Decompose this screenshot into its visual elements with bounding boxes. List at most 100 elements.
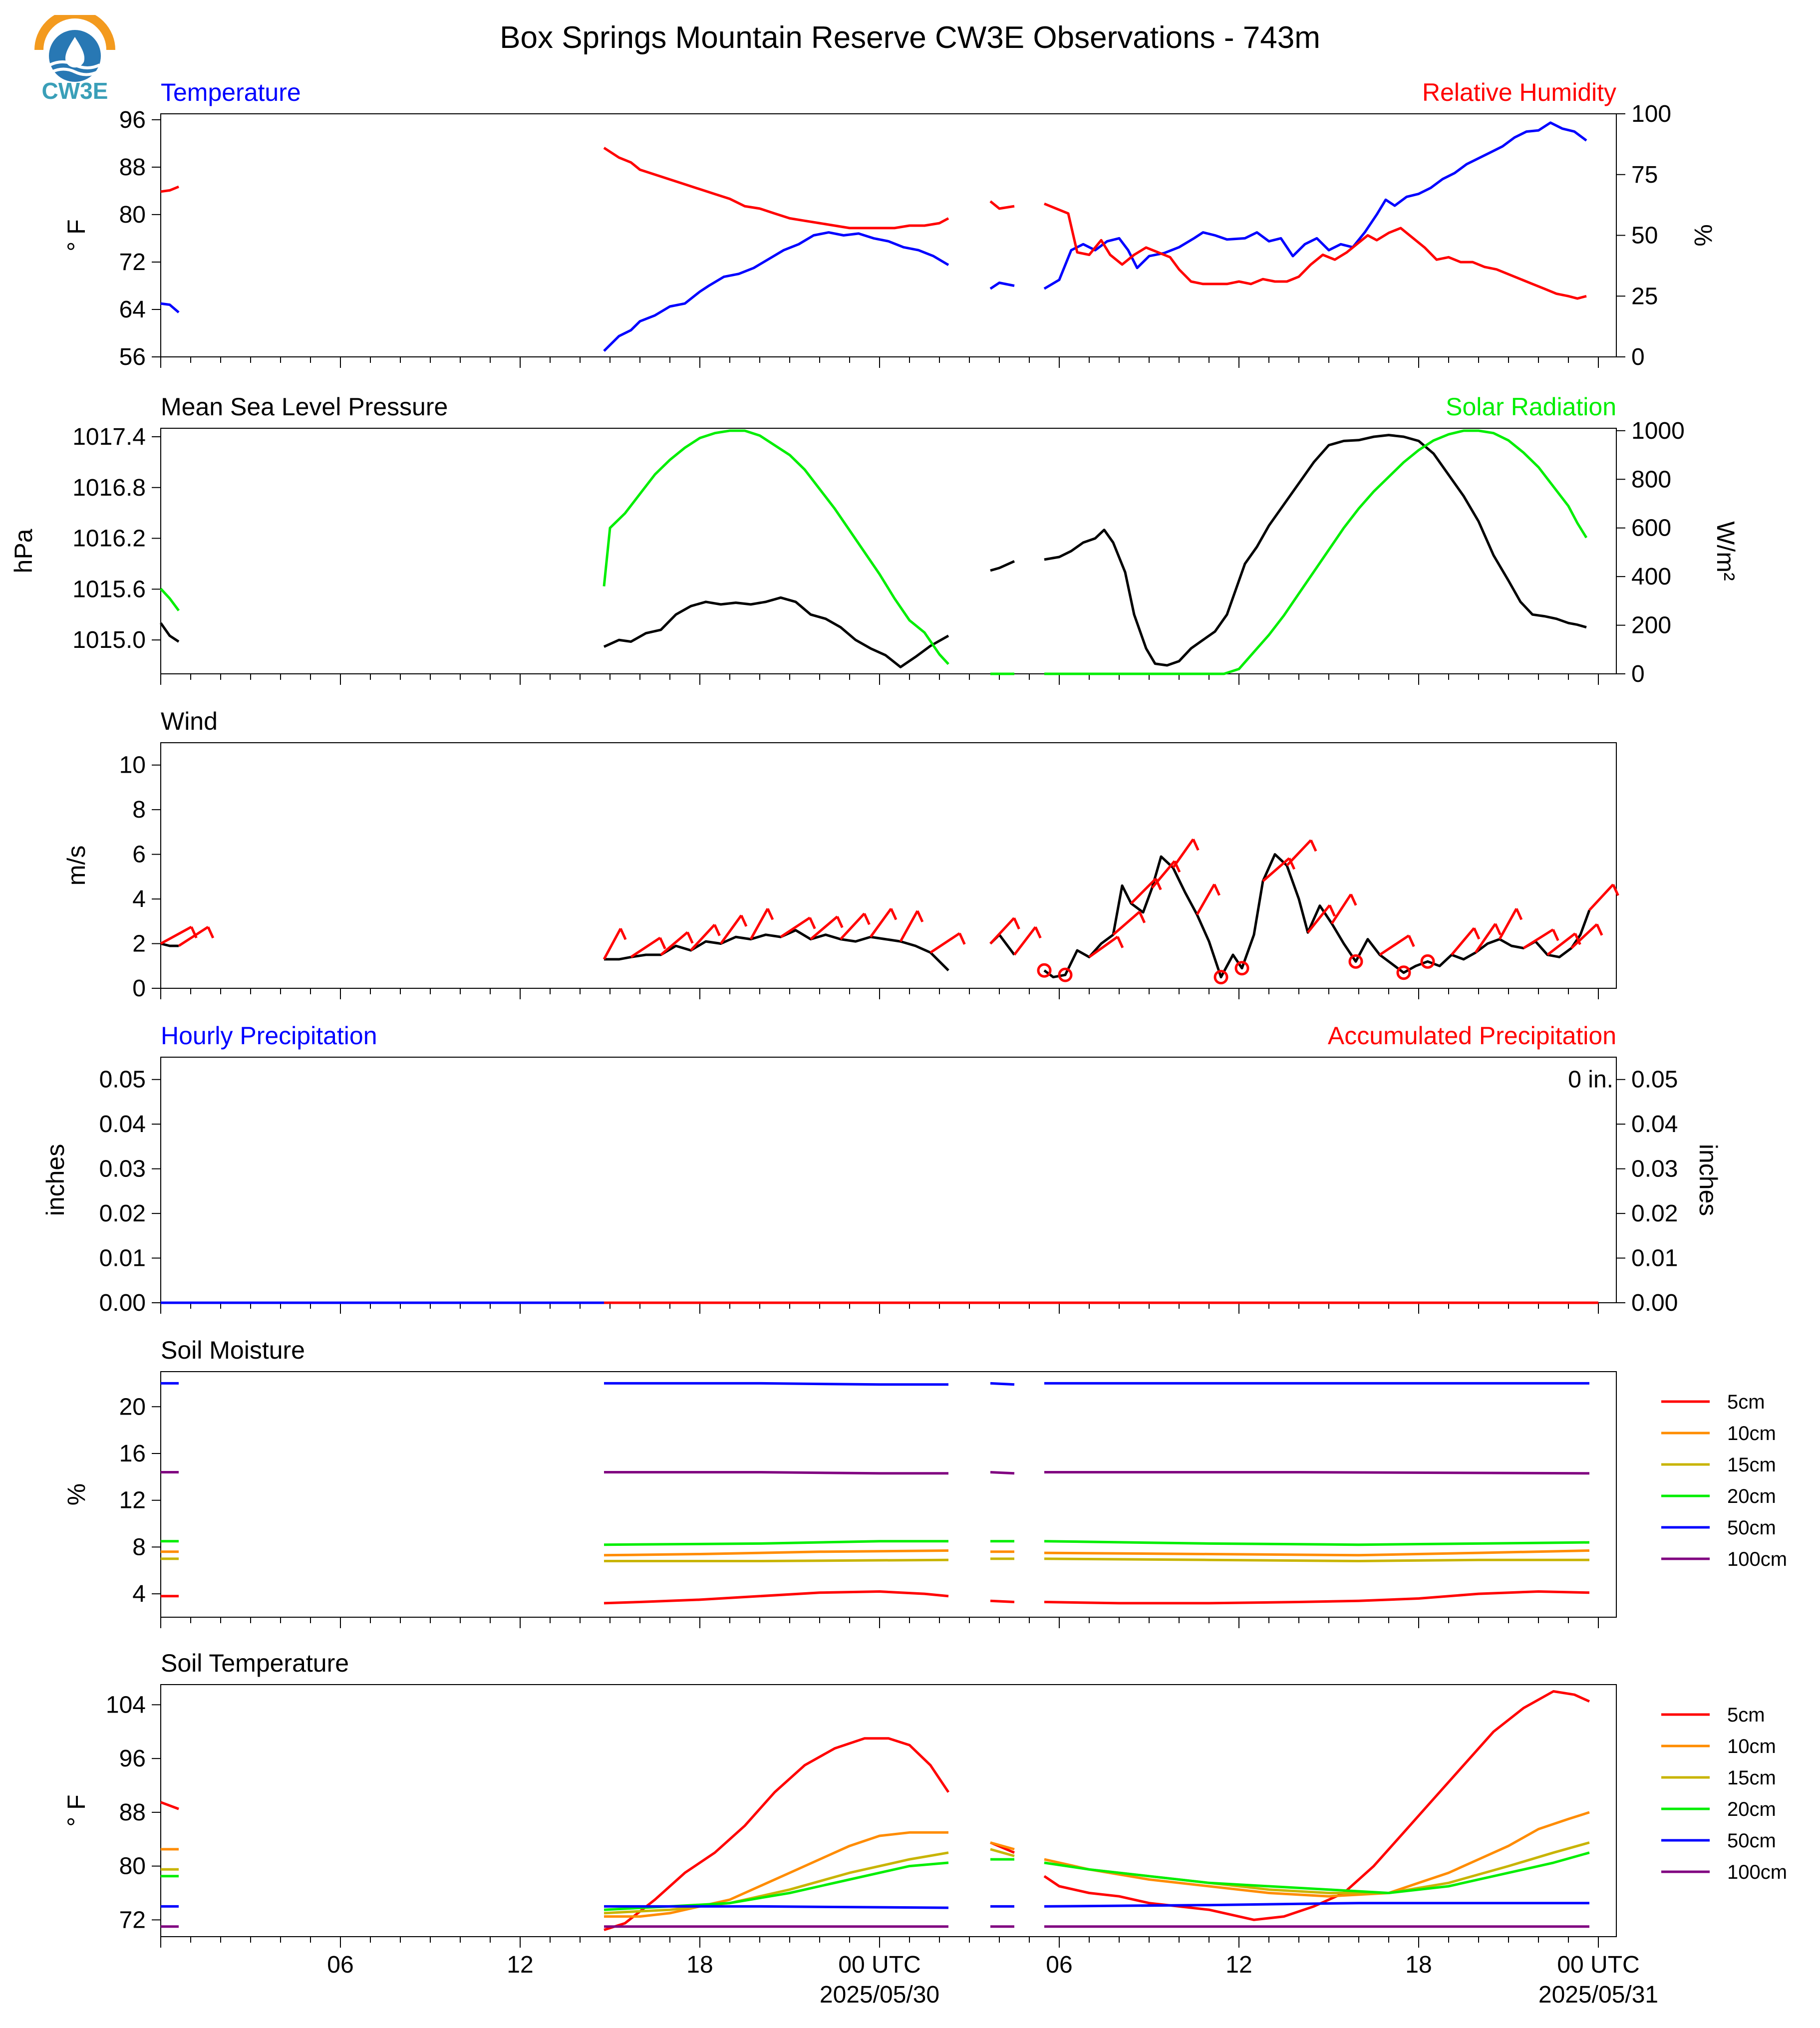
wind-barb: [603, 928, 622, 960]
series-line: [603, 596, 949, 668]
wind-barb-flag: [863, 913, 871, 925]
y-tick-label: 0.04: [99, 1111, 146, 1138]
wind-barb-calm: [1420, 954, 1435, 969]
y-right-tick-label: 0: [1631, 344, 1645, 370]
y-tick-label: 0.05: [99, 1067, 146, 1093]
panel-title-right: Relative Humidity: [1422, 78, 1616, 106]
series-line-15cm: [1044, 1841, 1590, 1894]
wind-barb: [1546, 932, 1576, 956]
wind-barb-calm: [1234, 961, 1249, 976]
wind-barb: [1286, 839, 1312, 867]
panel-title-left: Mean Sea Level Pressure: [161, 393, 448, 421]
wind-barb-flag: [890, 908, 898, 920]
series-line-10cm: [604, 1831, 948, 1918]
x-tick-label: 12: [1225, 1952, 1252, 1978]
wind-barb-calm: [1037, 963, 1052, 978]
panel-title-right: Solar Radiation: [1446, 393, 1616, 421]
wind-barb-calm: [1396, 965, 1411, 980]
panel-pressure-solar: 1015.0 1015.6 1016.2 1016.8 1017.4 0 200 400 600…: [9, 393, 1740, 687]
series-line: [1043, 853, 1591, 979]
chart-title: Box Springs Mountain Reserve CW3E Observ…: [500, 20, 1320, 55]
y-tick-label: 96: [119, 107, 146, 133]
y-axis-label: %: [62, 1483, 90, 1505]
series-line-10cm: [990, 1841, 1015, 1851]
y-tick-label: 1016.2: [72, 526, 146, 552]
series-line: [603, 429, 949, 665]
wind-barb-flag: [1155, 878, 1162, 890]
wind-barb-flag: [1350, 893, 1357, 906]
y-tick-label: 88: [119, 1799, 146, 1826]
series-line-100cm: [604, 1471, 948, 1475]
wind-barb: [719, 914, 743, 945]
y-right-tick-label: 0: [1631, 661, 1645, 687]
cw3e-logo: CW3E: [34, 15, 115, 104]
y-axis-label: ° F: [62, 219, 90, 251]
x-tick-label: 12: [507, 1952, 533, 1978]
y-tick-label: 0.01: [99, 1245, 146, 1272]
y-right-tick-label: 100: [1631, 101, 1671, 127]
legend-label: 5cm: [1727, 1391, 1765, 1413]
panel-temperature-rh: 56 64 72 80 88 96 0 25 50 75 100 Temperature Relativ…: [62, 78, 1717, 370]
series-line: [1043, 121, 1587, 290]
series-line-50cm: [604, 1905, 949, 1909]
y-right-tick-label: 0.01: [1631, 1245, 1678, 1272]
wind-barb: [1013, 926, 1037, 956]
wind-barb-flag: [713, 924, 721, 936]
panel-frame: [160, 1371, 1617, 1618]
y-tick-label: 2: [132, 931, 146, 957]
series-line-5cm: [160, 1801, 179, 1810]
wind-barb-flag: [1116, 936, 1124, 948]
accumulated-total-label: 0 in.: [1568, 1067, 1613, 1093]
series-line-5cm: [604, 1737, 950, 1931]
y-right-tick-label: 0.00: [1631, 1290, 1678, 1316]
y-tick-label: 56: [119, 344, 146, 370]
wind-barb-flag: [1473, 927, 1481, 940]
wind-barb: [1130, 877, 1157, 904]
series-line-10cm: [1044, 1549, 1590, 1557]
y-tick-label: 96: [119, 1745, 146, 1772]
wind-barb-calm: [1213, 970, 1228, 985]
y-tick-label: 72: [119, 249, 146, 276]
x-tick-label: 18: [1405, 1952, 1432, 1978]
y-right-tick-label: 50: [1631, 223, 1658, 249]
x-tick-label: 00 UTC: [838, 1952, 920, 1978]
wind-barb-flag: [1034, 926, 1042, 939]
wind-barb: [1498, 908, 1518, 940]
cw3e-drop-logo-icon: [34, 15, 115, 82]
series-line: [160, 302, 180, 313]
wind-barb-flag: [1192, 839, 1200, 851]
y-tick-label: 0.02: [99, 1200, 146, 1227]
wind-barb-flag: [1309, 840, 1317, 852]
y-right-tick-label: 0.02: [1631, 1200, 1678, 1227]
series-line-20cm: [604, 1540, 948, 1546]
y-right-tick-label: 400: [1631, 564, 1671, 590]
legend-label: 100cm: [1727, 1861, 1787, 1883]
y-tick-label: 6: [132, 842, 146, 868]
panel-frame: [160, 428, 1617, 674]
y-right-tick-label: 0.05: [1631, 1067, 1678, 1093]
wind-barb-flag: [916, 910, 924, 922]
wind-barb: [869, 907, 893, 938]
series-line: [160, 185, 179, 193]
wind-barb: [1172, 838, 1195, 869]
legend-label: 10cm: [1727, 1736, 1776, 1757]
wind-barb: [840, 912, 866, 940]
y-tick-label: 72: [119, 1907, 146, 1933]
wind-barb-flag: [1328, 904, 1336, 917]
panel-title-left: Soil Moisture: [161, 1336, 305, 1364]
series-line: [989, 933, 1016, 956]
x-tick-label: 06: [327, 1952, 353, 1978]
series-line: [160, 587, 180, 611]
y-tick-label: 8: [132, 797, 146, 823]
legend-label: 50cm: [1727, 1830, 1776, 1852]
panel-wind: 0 2 4 6 8 10 Wind m/s: [62, 707, 1619, 1002]
series-line: [603, 147, 949, 230]
wind-barb-flag: [207, 926, 215, 939]
wind-barb-flag: [619, 928, 627, 940]
series-line-10cm: [604, 1549, 949, 1557]
series-line: [603, 231, 949, 352]
wind-barb: [1522, 928, 1554, 949]
series-line: [1044, 202, 1587, 300]
x-date-label: 2025/05/30: [820, 1982, 939, 2008]
